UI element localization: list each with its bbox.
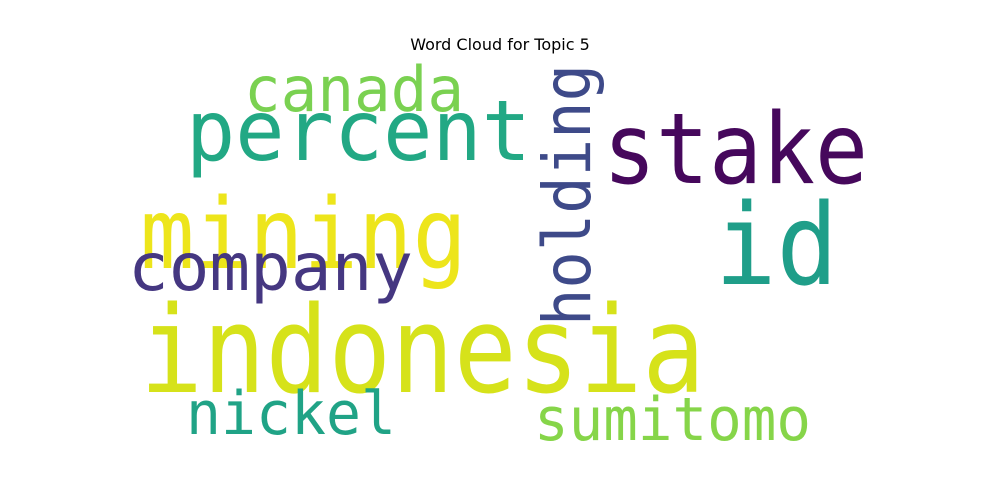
word-canada: canada	[244, 53, 464, 126]
word-sumitomo: sumitomo	[534, 385, 811, 455]
word-nickel: nickel	[186, 379, 396, 449]
word-indonesia: indonesia	[140, 282, 705, 421]
page-title: Word Cloud for Topic 5	[410, 35, 590, 54]
word-holding: holding	[529, 64, 606, 326]
word-percent: percent	[186, 82, 531, 180]
word-company: company	[128, 229, 413, 306]
word-id: id	[715, 181, 838, 311]
word-stake: stake	[603, 93, 868, 207]
word-mining: mining	[140, 178, 467, 292]
